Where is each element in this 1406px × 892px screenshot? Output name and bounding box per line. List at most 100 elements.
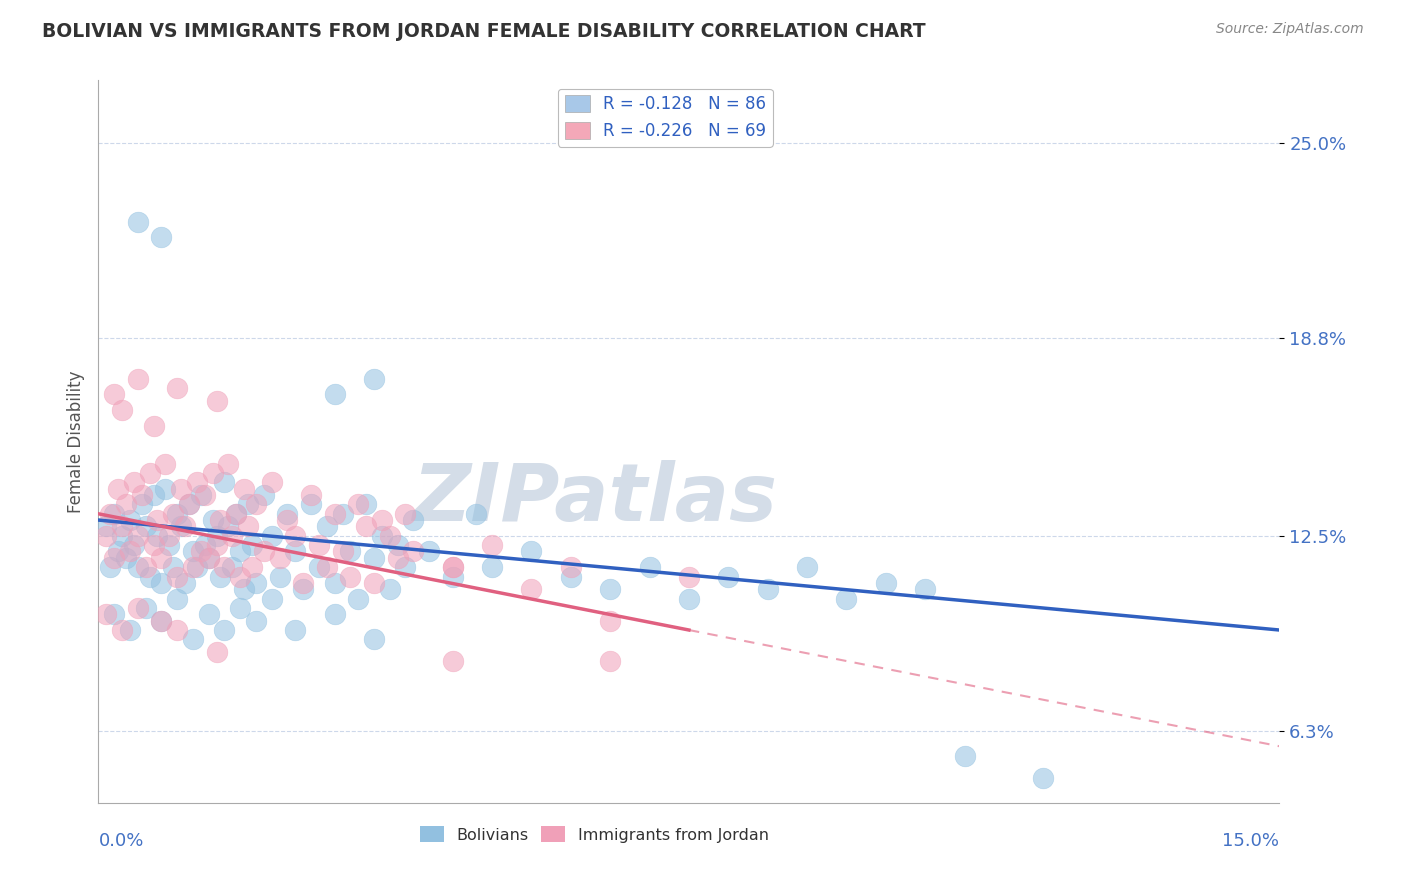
Point bbox=[481, 560, 503, 574]
Point bbox=[107, 482, 129, 496]
Point bbox=[103, 550, 125, 565]
Point bbox=[299, 497, 322, 511]
Point bbox=[150, 550, 173, 565]
Point bbox=[260, 591, 283, 606]
Point bbox=[363, 575, 385, 590]
Point bbox=[205, 393, 228, 408]
Point bbox=[253, 544, 276, 558]
Point bbox=[142, 418, 165, 433]
Point bbox=[465, 507, 488, 521]
Point bbox=[155, 482, 177, 496]
Point bbox=[599, 582, 621, 597]
Point bbox=[166, 507, 188, 521]
Point bbox=[170, 482, 193, 496]
Point bbox=[103, 387, 125, 401]
Point bbox=[914, 582, 936, 597]
Point bbox=[441, 569, 464, 583]
Y-axis label: Female Disability: Female Disability bbox=[66, 370, 84, 513]
Point bbox=[166, 591, 188, 606]
Point bbox=[131, 488, 153, 502]
Point bbox=[181, 544, 204, 558]
Text: 0.0%: 0.0% bbox=[98, 831, 143, 850]
Point bbox=[253, 488, 276, 502]
Point bbox=[111, 519, 134, 533]
Point bbox=[260, 529, 283, 543]
Point bbox=[131, 497, 153, 511]
Point bbox=[332, 544, 354, 558]
Point bbox=[142, 488, 165, 502]
Point bbox=[717, 569, 740, 583]
Point bbox=[245, 497, 267, 511]
Point bbox=[103, 507, 125, 521]
Point bbox=[339, 544, 361, 558]
Point bbox=[146, 513, 169, 527]
Point bbox=[308, 560, 330, 574]
Point bbox=[756, 582, 779, 597]
Point bbox=[225, 507, 247, 521]
Point bbox=[122, 538, 145, 552]
Point bbox=[678, 591, 700, 606]
Point bbox=[245, 614, 267, 628]
Point bbox=[236, 519, 259, 533]
Point bbox=[96, 519, 118, 533]
Text: Source: ZipAtlas.com: Source: ZipAtlas.com bbox=[1216, 22, 1364, 37]
Point bbox=[292, 582, 315, 597]
Point bbox=[394, 560, 416, 574]
Point bbox=[214, 475, 236, 490]
Point bbox=[315, 519, 337, 533]
Point bbox=[520, 544, 543, 558]
Point bbox=[387, 550, 409, 565]
Point bbox=[347, 497, 370, 511]
Point bbox=[225, 507, 247, 521]
Point bbox=[378, 582, 401, 597]
Point bbox=[166, 381, 188, 395]
Point bbox=[127, 529, 149, 543]
Point bbox=[205, 538, 228, 552]
Point bbox=[201, 513, 224, 527]
Point bbox=[323, 387, 346, 401]
Point bbox=[103, 607, 125, 622]
Point bbox=[418, 544, 440, 558]
Point bbox=[135, 519, 157, 533]
Point bbox=[292, 575, 315, 590]
Point bbox=[796, 560, 818, 574]
Point bbox=[387, 538, 409, 552]
Point bbox=[166, 569, 188, 583]
Point bbox=[371, 513, 394, 527]
Point bbox=[678, 569, 700, 583]
Point bbox=[170, 519, 193, 533]
Point bbox=[229, 544, 252, 558]
Point bbox=[308, 538, 330, 552]
Point bbox=[240, 538, 263, 552]
Point bbox=[260, 475, 283, 490]
Point bbox=[118, 544, 141, 558]
Point bbox=[560, 560, 582, 574]
Point bbox=[155, 457, 177, 471]
Point bbox=[441, 655, 464, 669]
Point bbox=[127, 601, 149, 615]
Point bbox=[229, 601, 252, 615]
Point bbox=[354, 519, 377, 533]
Point bbox=[236, 497, 259, 511]
Text: 15.0%: 15.0% bbox=[1222, 831, 1279, 850]
Point bbox=[347, 591, 370, 606]
Point bbox=[205, 645, 228, 659]
Point bbox=[138, 466, 160, 480]
Point bbox=[323, 507, 346, 521]
Point bbox=[177, 497, 200, 511]
Point bbox=[96, 529, 118, 543]
Point bbox=[186, 560, 208, 574]
Point bbox=[323, 575, 346, 590]
Point bbox=[197, 550, 219, 565]
Point bbox=[284, 544, 307, 558]
Point bbox=[441, 560, 464, 574]
Point bbox=[197, 607, 219, 622]
Point bbox=[221, 560, 243, 574]
Point bbox=[599, 614, 621, 628]
Point bbox=[115, 550, 138, 565]
Point bbox=[146, 529, 169, 543]
Point bbox=[233, 482, 256, 496]
Point bbox=[394, 507, 416, 521]
Point bbox=[284, 529, 307, 543]
Point bbox=[520, 582, 543, 597]
